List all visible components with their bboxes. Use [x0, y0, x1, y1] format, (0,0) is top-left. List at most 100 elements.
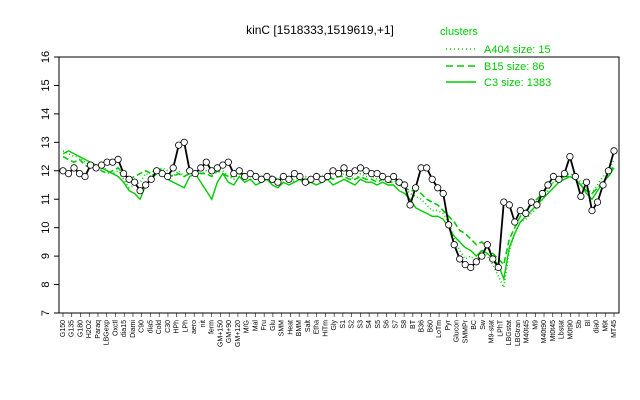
- gene-point: [257, 175, 265, 183]
- gene-point: [423, 164, 431, 172]
- x-tick-label: LPhT: [497, 319, 504, 336]
- x-tick-label: G150: [60, 320, 67, 337]
- gene-point: [186, 167, 194, 175]
- x-tick-label: Sb: [576, 320, 583, 329]
- x-tick-label: aero: [191, 320, 198, 334]
- gene-point: [296, 172, 304, 181]
- x-tick-label: MT45: [611, 320, 618, 338]
- gene-point: [98, 161, 106, 169]
- gene-point: [92, 164, 100, 172]
- x-tick-label: M9t: [602, 320, 609, 332]
- gene-point: [75, 170, 84, 178]
- gene-point: [472, 258, 480, 266]
- x-tick-label: Glucon: [454, 320, 461, 342]
- legend: clusters A404 size: 15 B15 size: 86 C3 s…: [440, 26, 551, 89]
- x-tick-label: B60: [427, 320, 434, 333]
- x-tick-label: Diami: [130, 320, 137, 338]
- x-tick-label: GM+120: [235, 320, 242, 347]
- gene-point: [312, 172, 321, 181]
- x-tick-label: Gly: [331, 320, 338, 331]
- gene-point: [180, 138, 188, 146]
- gene-point: [208, 167, 216, 175]
- series-line-c3: [62, 150, 615, 282]
- x-tick-label: Salt: [305, 320, 312, 332]
- x-tick-label: dia15: [121, 320, 128, 337]
- x-tick-label: BT: [410, 319, 417, 329]
- legend-label-c3: C3 size: 1383: [484, 77, 551, 89]
- gene-point: [522, 209, 530, 217]
- x-tick-label: C30: [165, 320, 172, 333]
- gene-points: [59, 138, 618, 272]
- gene-point: [389, 172, 398, 181]
- gene-point: [533, 201, 541, 209]
- x-tick-label: LoTm: [436, 320, 443, 338]
- x-tick-label: LBGexp: [104, 320, 111, 345]
- x-tick-label: LBGtran: [515, 320, 522, 346]
- y-tick-label: 11: [40, 194, 52, 205]
- gene-point: [571, 172, 580, 181]
- gene-point: [169, 164, 177, 172]
- gene-point: [593, 198, 602, 206]
- gene-point: [334, 170, 343, 178]
- x-tick-label: S4: [366, 320, 373, 329]
- gene-point: [114, 155, 122, 163]
- gene-point: [246, 170, 254, 178]
- gene-point: [290, 170, 298, 178]
- gene-point: [461, 260, 469, 269]
- y-tick-label: 13: [40, 136, 52, 148]
- gene-point: [362, 167, 370, 175]
- x-tick-label: S6: [384, 320, 391, 329]
- gene-point: [582, 178, 591, 186]
- gene-point: [125, 175, 133, 183]
- gene-point: [131, 178, 139, 186]
- gene-point: [439, 189, 447, 198]
- gene-point: [230, 170, 238, 178]
- x-tick-label: Etha: [314, 320, 321, 335]
- gene-point: [400, 181, 409, 189]
- gene-point: [142, 181, 150, 189]
- gene-point: [268, 175, 276, 183]
- x-tick-label: G135: [69, 320, 76, 337]
- gene-point: [59, 167, 67, 175]
- x-tick-label: HiTm: [322, 320, 329, 337]
- x-tick-label: dia0: [594, 320, 601, 333]
- gene-point: [516, 207, 524, 215]
- gene-point: [301, 178, 309, 186]
- x-tick-label: GM+150: [217, 320, 224, 347]
- gene-point: [86, 161, 95, 169]
- x-tick-label: M0t90: [567, 320, 574, 340]
- gene-point: [588, 207, 596, 215]
- gene-point: [406, 201, 414, 209]
- x-tick-label: C90: [139, 320, 146, 333]
- gene-point: [395, 178, 403, 186]
- gene-point: [373, 170, 381, 178]
- y-tick-label: 7: [40, 310, 52, 316]
- x-tick-label: H2O2: [86, 320, 93, 338]
- x-tick-label: M9-stat: [489, 320, 496, 343]
- x-tick-label: Mal: [252, 320, 259, 332]
- x-tick-label: Cold: [156, 320, 163, 335]
- gene-point: [158, 170, 166, 178]
- y-tick-label: 14: [40, 108, 52, 120]
- x-tick-label: BMM: [296, 320, 303, 337]
- gene-point: [285, 175, 293, 183]
- gene-point: [274, 178, 282, 186]
- gene-point: [340, 164, 348, 172]
- gene-point: [434, 184, 442, 192]
- gene-point: [70, 164, 78, 172]
- gene-point: [483, 241, 491, 249]
- gene-point: [445, 221, 453, 229]
- x-tick-label: LBGstat: [506, 320, 513, 345]
- x-tick-label: Lbstat: [559, 320, 566, 339]
- y-tick-label: 12: [40, 165, 52, 177]
- gene-point: [219, 161, 227, 169]
- gene-point: [109, 158, 117, 166]
- x-tick-label: S8: [401, 320, 408, 329]
- gene-point: [213, 164, 221, 172]
- gene-point: [224, 158, 232, 166]
- plot-frame: [58, 56, 620, 314]
- gene-point: [538, 189, 547, 198]
- chart-title: kinC [1518333,1519619,+1]: [246, 23, 394, 37]
- gene-point: [147, 175, 155, 183]
- x-tick-label: Pyr: [445, 319, 452, 330]
